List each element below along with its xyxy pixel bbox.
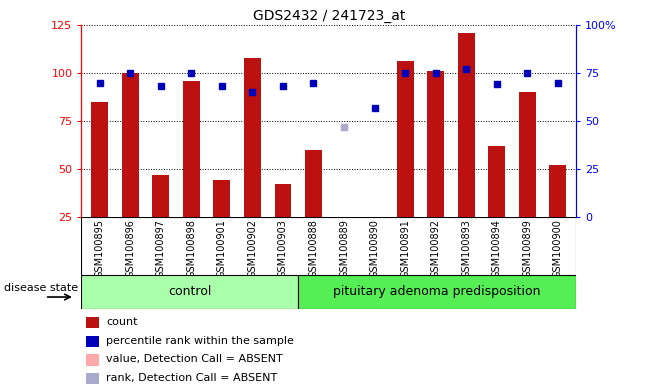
- Text: GSM100889: GSM100889: [339, 219, 349, 278]
- Text: GSM100896: GSM100896: [125, 219, 135, 278]
- Text: pituitary adenoma predisposition: pituitary adenoma predisposition: [333, 285, 541, 298]
- Text: GSM100897: GSM100897: [156, 219, 166, 278]
- Text: GSM100891: GSM100891: [400, 219, 410, 278]
- Bar: [519, 92, 536, 217]
- Bar: [396, 61, 413, 217]
- Bar: [458, 33, 475, 217]
- Text: GSM100895: GSM100895: [94, 219, 105, 278]
- Bar: [87, 373, 99, 384]
- Text: GSM100898: GSM100898: [186, 219, 197, 278]
- Bar: [183, 81, 200, 217]
- Text: GSM100901: GSM100901: [217, 219, 227, 278]
- Bar: [488, 146, 505, 217]
- Bar: [214, 180, 230, 217]
- Bar: [152, 175, 169, 217]
- Text: GSM100902: GSM100902: [247, 219, 257, 278]
- Bar: [87, 354, 99, 366]
- Text: value, Detection Call = ABSENT: value, Detection Call = ABSENT: [106, 354, 283, 364]
- Text: control: control: [168, 285, 212, 298]
- Bar: [244, 58, 261, 217]
- Text: GSM100894: GSM100894: [492, 219, 502, 278]
- Text: GSM100899: GSM100899: [522, 219, 533, 278]
- Bar: [336, 217, 352, 255]
- Bar: [427, 71, 444, 217]
- Bar: [87, 336, 99, 347]
- Bar: [275, 184, 292, 217]
- Bar: [298, 275, 576, 309]
- Text: GSM100888: GSM100888: [309, 219, 318, 278]
- Bar: [549, 165, 566, 217]
- Bar: [87, 317, 99, 328]
- Title: GDS2432 / 241723_at: GDS2432 / 241723_at: [253, 8, 405, 23]
- Text: percentile rank within the sample: percentile rank within the sample: [106, 336, 294, 346]
- Text: GSM100893: GSM100893: [461, 219, 471, 278]
- Text: GSM100900: GSM100900: [553, 219, 563, 278]
- Text: GSM100892: GSM100892: [431, 219, 441, 278]
- Bar: [122, 73, 139, 217]
- Bar: [91, 102, 108, 217]
- Bar: [81, 275, 298, 309]
- Bar: [305, 150, 322, 217]
- Text: count: count: [106, 317, 137, 327]
- Text: GSM100903: GSM100903: [278, 219, 288, 278]
- Text: rank, Detection Call = ABSENT: rank, Detection Call = ABSENT: [106, 373, 277, 383]
- Bar: [366, 217, 383, 232]
- Text: disease state: disease state: [4, 283, 78, 293]
- Text: GSM100890: GSM100890: [370, 219, 380, 278]
